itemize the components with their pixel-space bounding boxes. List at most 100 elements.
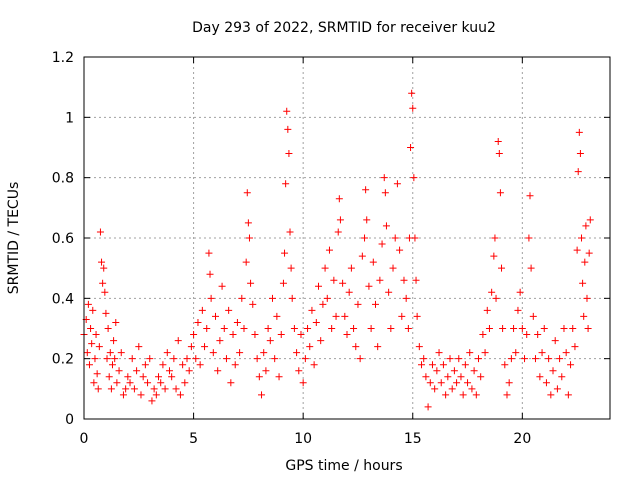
data-point [343, 331, 351, 339]
data-point [362, 186, 370, 194]
data-point [483, 306, 491, 314]
data-point [490, 252, 498, 260]
data-point [288, 294, 296, 302]
data-point [96, 228, 104, 236]
data-point [100, 264, 108, 272]
data-point [381, 189, 389, 197]
data-point [87, 325, 95, 332]
data-point [363, 216, 371, 224]
data-point [580, 312, 588, 320]
y-tick-label: 0.6 [52, 231, 74, 247]
data-point [157, 379, 165, 387]
data-point [341, 312, 349, 320]
data-point [540, 325, 548, 332]
data-point [122, 385, 130, 393]
data-point [505, 379, 513, 387]
data-point [262, 367, 270, 375]
data-point [356, 355, 364, 363]
data-point [247, 279, 255, 287]
y-tick-label: 1.2 [52, 50, 74, 66]
y-tick-label: 0.8 [52, 171, 74, 187]
data-point [433, 367, 441, 375]
data-point [586, 216, 594, 224]
data-point [279, 279, 287, 287]
data-point [133, 367, 141, 375]
data-point [317, 337, 325, 345]
data-point [242, 258, 250, 266]
y-tick-label: 0.4 [52, 291, 74, 307]
data-point [582, 222, 590, 230]
data-point [155, 373, 163, 381]
data-point [172, 385, 180, 393]
data-point [93, 370, 101, 378]
data-point [376, 276, 384, 284]
data-point [229, 331, 237, 339]
data-point [371, 300, 379, 308]
data-point [159, 361, 167, 369]
data-point [560, 325, 568, 332]
data-point [321, 264, 329, 272]
data-point [404, 325, 412, 332]
data-point [412, 276, 420, 284]
data-point [409, 104, 417, 112]
data-point [212, 312, 219, 320]
data-point [258, 391, 266, 399]
data-point [304, 325, 312, 332]
data-point [413, 312, 421, 320]
data-point [398, 312, 406, 320]
data-point [389, 264, 397, 272]
data-point [245, 234, 253, 242]
data-point [498, 264, 506, 272]
data-point [315, 282, 323, 290]
data-point [117, 349, 125, 357]
data-point [181, 379, 189, 387]
data-point [139, 373, 147, 381]
data-point [411, 234, 419, 242]
data-point [111, 355, 119, 363]
data-point [512, 349, 520, 357]
data-point [205, 249, 213, 257]
x-tick-label: 0 [80, 431, 89, 447]
data-point [470, 367, 478, 375]
data-point [95, 343, 103, 351]
data-point [335, 195, 343, 203]
x-axis-label: GPS time / hours [285, 458, 402, 474]
data-point [218, 282, 226, 290]
data-point [236, 349, 244, 357]
data-point [538, 349, 546, 357]
data-point [185, 367, 193, 375]
data-point [581, 258, 589, 266]
data-point [422, 373, 430, 381]
data-point [382, 222, 390, 230]
data-point [104, 325, 112, 332]
data-point [103, 355, 111, 363]
data-point [352, 343, 360, 351]
data-point [286, 228, 294, 236]
data-point [378, 240, 386, 248]
data-point [523, 331, 531, 339]
data-point [227, 379, 235, 387]
data-point [174, 337, 182, 345]
data-point [574, 168, 582, 176]
data-point [106, 349, 114, 357]
data-point [290, 325, 298, 332]
data-point [420, 355, 428, 363]
x-tick-label: 5 [189, 431, 198, 447]
data-point [336, 216, 344, 224]
data-point [516, 288, 524, 296]
data-point [165, 367, 173, 375]
data-point [501, 361, 509, 369]
data-point [488, 288, 496, 296]
data-point [168, 373, 176, 381]
data-point [328, 325, 336, 332]
data-point [94, 385, 102, 393]
data-point [567, 361, 575, 369]
data-point [380, 174, 388, 182]
data-point [260, 349, 268, 357]
data-point [293, 349, 301, 357]
data-point [183, 355, 191, 363]
data-point [306, 343, 314, 351]
chart-title: Day 293 of 2022, SRMTID for receiver kuu… [192, 20, 496, 36]
data-point [455, 355, 463, 363]
data-point [503, 391, 511, 399]
